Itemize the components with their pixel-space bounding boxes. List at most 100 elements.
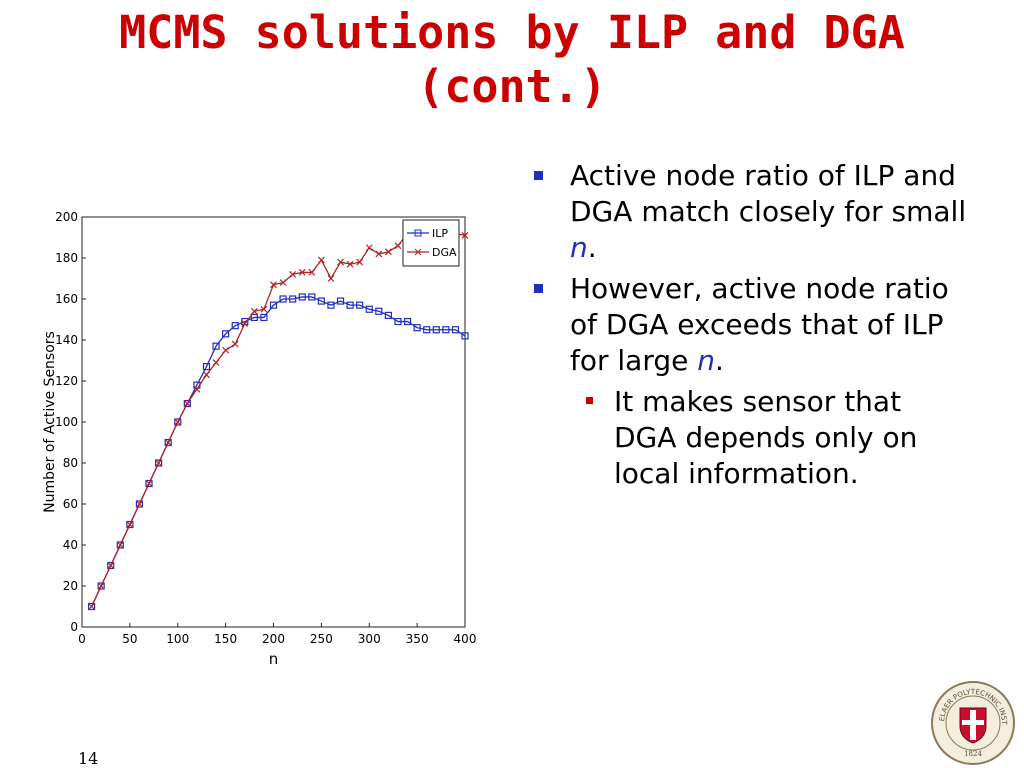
data-point-ilp <box>87 602 96 611</box>
data-point-ilp <box>403 317 412 326</box>
data-point-dga <box>461 232 469 239</box>
data-point-ilp <box>212 342 220 350</box>
data-point-dga <box>327 275 335 282</box>
bullet-text: Active node ratio of ILP and DGA match c… <box>570 159 967 228</box>
data-point-ilp <box>413 324 421 332</box>
data-point-ilp <box>356 301 364 309</box>
data-point-dga <box>250 307 258 315</box>
x-tick-label: 350 <box>406 632 429 646</box>
data-point-ilp <box>145 479 153 488</box>
data-point-ilp <box>442 326 450 334</box>
data-point-ilp <box>394 317 402 326</box>
data-point-ilp <box>116 541 124 549</box>
data-point-ilp <box>317 297 325 305</box>
data-point-dga <box>375 250 383 258</box>
x-tick-label: 50 <box>122 632 137 646</box>
data-point-ilp <box>107 561 115 570</box>
data-point-dga <box>222 346 230 354</box>
data-point-ilp <box>97 582 105 590</box>
data-point-ilp <box>279 295 287 303</box>
data-point-ilp <box>461 332 469 340</box>
y-tick-label: 140 <box>55 333 78 347</box>
x-tick-label: 200 <box>262 632 285 646</box>
data-point-dga <box>231 340 239 348</box>
data-point-dga <box>155 459 163 467</box>
rpi-seal-logo: RENSSELAER POLYTECHNIC INSTITUTE 1824 <box>930 680 1015 765</box>
svg-text:1824: 1824 <box>964 750 982 758</box>
slide-title: MCMS solutions by ILP and DGA (cont.) <box>0 6 1024 114</box>
data-point-ilp <box>183 399 191 408</box>
y-tick-label: 100 <box>55 415 78 429</box>
data-point-ilp <box>289 295 297 303</box>
data-point-ilp <box>164 438 172 447</box>
bullet-text: It makes sensor that DGA depends only on… <box>614 385 918 490</box>
y-tick-label: 40 <box>63 538 78 552</box>
bullet-item: Active node ratio of ILP and DGA match c… <box>530 158 970 266</box>
bullet-text: . <box>587 231 597 264</box>
data-point-dga <box>88 603 95 610</box>
bullet-square-icon <box>534 171 543 180</box>
data-point-ilp <box>375 307 383 315</box>
data-point-dga <box>365 244 373 252</box>
data-point-dga <box>164 439 172 446</box>
bullet-text: However, active node ratio of DGA exceed… <box>570 272 949 377</box>
slide-title-line2: (cont.) <box>417 60 607 113</box>
legend-marker-dga <box>414 248 422 256</box>
data-point-dga <box>356 258 364 266</box>
legend-label-ilp: ILP <box>432 227 448 240</box>
data-point-ilp <box>126 520 134 529</box>
data-point-dga <box>126 521 134 528</box>
data-point-dga <box>193 385 201 393</box>
data-point-dga <box>107 562 115 569</box>
x-tick-label: 250 <box>310 632 333 646</box>
data-point-ilp <box>135 500 144 508</box>
y-tick-label: 80 <box>63 456 78 470</box>
data-point-dga <box>97 582 105 590</box>
x-axis-label: n <box>269 650 279 668</box>
data-point-dga <box>116 541 124 549</box>
x-tick-label: 0 <box>78 632 86 646</box>
data-point-ilp <box>451 326 460 334</box>
data-point-dga <box>174 418 182 426</box>
data-point-ilp <box>250 313 258 322</box>
data-point-dga <box>317 256 325 264</box>
data-point-dga <box>289 270 297 278</box>
data-point-dga <box>145 480 153 487</box>
data-point-ilp <box>365 305 373 313</box>
data-point-ilp <box>222 330 230 338</box>
variable-n: n <box>570 231 588 264</box>
plot-area <box>81 216 466 628</box>
data-point-dga <box>346 260 354 268</box>
page-number: 14 <box>78 749 99 768</box>
bullet-item: However, active node ratio of DGA exceed… <box>530 271 970 379</box>
data-point-dga <box>384 248 392 256</box>
active-sensors-chart: 0 50 100 150 200 250 300 350 400 0 20 40 60 80 100 120 1… <box>42 210 477 668</box>
bullet-square-icon <box>586 397 593 404</box>
data-point-dga <box>270 281 277 289</box>
y-tick-label: 200 <box>55 210 78 224</box>
data-point-dga <box>260 305 268 313</box>
data-point-dga <box>203 371 210 379</box>
x-tick-label: 400 <box>454 632 477 646</box>
data-point-ilp <box>155 459 163 467</box>
x-tick-label: 100 <box>166 632 189 646</box>
data-point-ilp <box>269 301 278 309</box>
data-point-dga <box>298 268 306 276</box>
sub-bullet-item: It makes sensor that DGA depends only on… <box>530 384 970 492</box>
y-tick-label: 60 <box>63 497 78 511</box>
data-point-dga <box>308 268 316 276</box>
data-point-dga <box>136 500 143 508</box>
data-point-dga <box>212 359 220 366</box>
y-axis-label: Number of Active Sensors <box>42 331 58 513</box>
y-tick-label: 20 <box>63 579 78 593</box>
y-tick-label: 0 <box>70 620 78 634</box>
variable-n: n <box>697 344 716 377</box>
data-point-ilp <box>260 313 268 322</box>
data-point-dga <box>337 258 344 266</box>
data-point-ilp <box>327 301 335 309</box>
data-point-ilp <box>423 326 431 334</box>
y-tick-label: 180 <box>55 251 78 265</box>
slide-title-line1: MCMS solutions by ILP and DGA <box>119 6 905 59</box>
bullet-list: Active node ratio of ILP and DGA match c… <box>530 158 970 497</box>
legend-label-dga: DGA <box>432 246 457 259</box>
